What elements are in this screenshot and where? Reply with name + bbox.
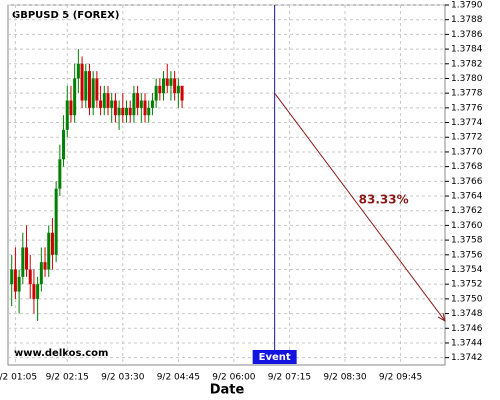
y-tick-label: 1.3744 [451, 338, 483, 348]
candle-body [50, 232, 54, 255]
projection-arrow [274, 92, 446, 322]
candle-body [91, 78, 95, 108]
plot-area [7, 4, 446, 366]
x-tick-label: 9/2 07:15 [268, 373, 311, 383]
y-tick-label: 1.3788 [451, 15, 483, 25]
candle-body [84, 71, 88, 101]
candle-body [80, 63, 84, 101]
event-box [252, 350, 297, 364]
candle-body [43, 262, 47, 270]
candle-body [36, 284, 40, 299]
candle-body [169, 78, 173, 86]
y-tick-label: 1.3770 [451, 147, 483, 157]
y-tick-label: 1.3774 [451, 118, 483, 128]
y-tick-label: 1.3786 [451, 30, 483, 40]
candle-body [143, 100, 147, 116]
candle-body [121, 107, 125, 116]
y-tick-label: 1.3766 [451, 177, 483, 187]
watermark: www.delkos.com [14, 348, 108, 359]
candle-body [102, 93, 106, 108]
candle-body [117, 107, 121, 116]
y-tick-label: 1.3768 [451, 162, 483, 172]
candle-body [39, 262, 43, 285]
candle-body [10, 269, 14, 285]
y-tick-label: 1.3780 [451, 74, 483, 84]
y-tick-label: 1.3742 [451, 353, 483, 363]
candle-body [54, 188, 58, 255]
candle-body [147, 107, 151, 116]
candle-body [95, 78, 99, 101]
y-tick-label: 1.3772 [451, 133, 483, 143]
candle-body [47, 232, 51, 270]
candle-body [28, 269, 32, 285]
y-tick-label: 1.3758 [451, 236, 483, 246]
arrow-head [437, 313, 446, 322]
candle-body [125, 107, 129, 116]
candle-body [69, 100, 73, 116]
x-tick-label: 9/2 02:15 [46, 373, 89, 383]
y-tick-label: 1.3784 [451, 45, 483, 55]
candle-body [180, 85, 184, 101]
chart-title: GBPUSD 5 (FOREX) [12, 10, 119, 21]
candle-body [162, 78, 166, 94]
candle-body [150, 100, 154, 108]
projection-label: 83.33% [359, 193, 409, 207]
candle-body [113, 100, 117, 116]
candle-body [106, 93, 110, 108]
x-tick-label: 9/2 04:45 [157, 373, 200, 383]
candle-body [32, 284, 36, 299]
candle-body [154, 85, 158, 101]
y-tick-label: 1.3778 [451, 89, 483, 99]
candle-body [139, 100, 143, 108]
y-tick-label: 1.3756 [451, 250, 483, 260]
candle-body [62, 129, 66, 160]
candle-body [99, 100, 103, 108]
candle-body [13, 269, 17, 292]
event-label: Event [259, 352, 291, 363]
candle-body [136, 93, 140, 108]
x-tick-label: 9/2 01:05 [0, 373, 37, 383]
candle-body [21, 247, 25, 277]
x-tick-label: 9/2 06:00 [212, 373, 256, 383]
y-tick-label: 1.3750 [451, 294, 483, 304]
candle-body [110, 100, 114, 108]
x-tick-label: 9/2 03:30 [101, 373, 145, 383]
y-tick-label: 1.3748 [451, 309, 483, 319]
candle-body [65, 100, 69, 130]
candle-body [58, 159, 62, 189]
y-tick-label: 1.3752 [451, 280, 483, 290]
y-tick-label: 1.3790 [451, 1, 483, 11]
y-tick-label: 1.3764 [451, 192, 483, 202]
candle-body [173, 78, 177, 94]
candle-body [76, 63, 80, 79]
candle-body [17, 276, 21, 292]
candle-body [158, 85, 162, 94]
candle-body [25, 247, 29, 270]
x-axis-label: Date [210, 383, 245, 398]
y-tick-label: 1.3762 [451, 206, 483, 216]
x-tick-label: 9/2 09:45 [379, 373, 422, 383]
y-tick-label: 1.3746 [451, 324, 483, 334]
x-tick-label: 9/2 08:30 [323, 373, 367, 383]
candle-body [73, 78, 77, 116]
candle-body [132, 93, 136, 116]
y-tick-label: 1.3782 [451, 59, 483, 69]
candle-body [165, 78, 169, 86]
candle-body [128, 107, 132, 116]
y-tick-label: 1.3760 [451, 221, 483, 231]
candle-body [176, 85, 180, 94]
candle-body [87, 71, 91, 108]
y-tick-label: 1.3754 [451, 265, 483, 275]
y-tick-label: 1.3776 [451, 103, 483, 113]
